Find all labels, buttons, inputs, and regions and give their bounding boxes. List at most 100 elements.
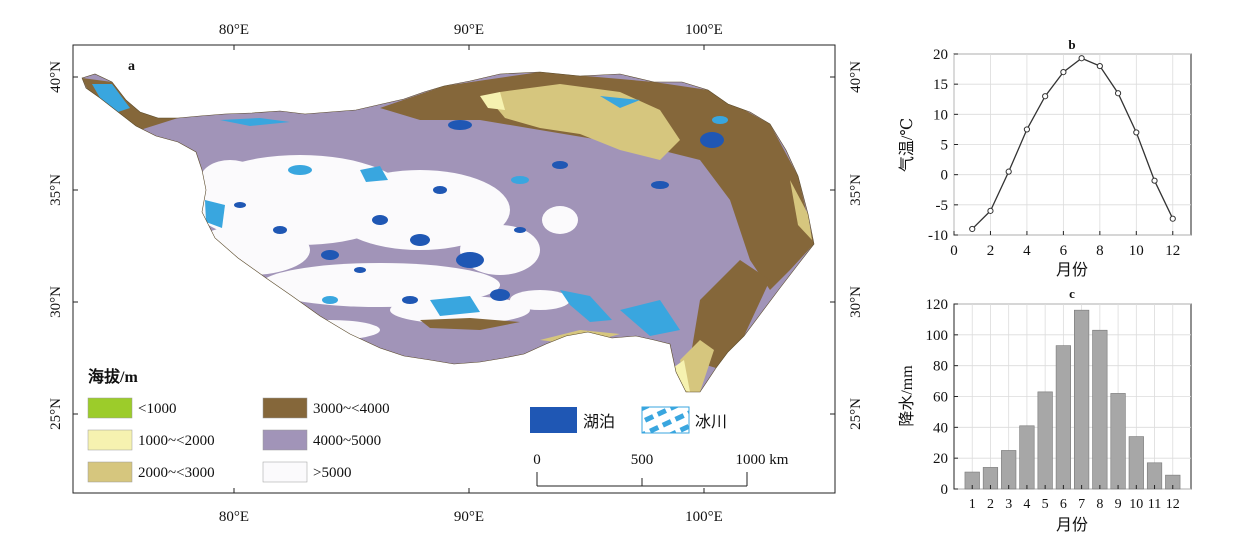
temperature-y-tick-label: 20 (933, 47, 948, 63)
precipitation-x-tick-label: 1 (969, 497, 976, 512)
precipitation-y-tick-label: 80 (933, 359, 948, 375)
temperature-series-line (971, 57, 1174, 230)
legend-swatch-2000-3000 (87, 461, 133, 483)
lon-label-bottom-80: 80°E (219, 509, 249, 525)
feature-legend: 湖泊 冰川 (530, 406, 727, 434)
precipitation-x-tick-label: 5 (1042, 497, 1049, 512)
precipitation-x-tick-label: 9 (1115, 497, 1122, 512)
precipitation-bar (1001, 450, 1017, 490)
lat-label-right-35: 35°N (848, 174, 864, 206)
precipitation-bar (1092, 329, 1108, 490)
precipitation-bar (1055, 345, 1071, 490)
temperature-x-tick-label: 4 (1023, 243, 1031, 259)
precipitation-x-tick-label: 10 (1129, 497, 1143, 512)
lon-label-top-100: 100°E (685, 22, 723, 38)
temperature-y-ticks: -10 -5 0 5 10 15 20 (928, 47, 958, 244)
lat-label-left-35: 35°N (48, 174, 64, 206)
precipitation-x-tick-label: 8 (1096, 497, 1103, 512)
lon-label-bottom-100: 100°E (685, 509, 723, 525)
legend-label-3000-4000: 3000~<4000 (313, 401, 390, 417)
precipitation-x-tick-label: 4 (1023, 497, 1030, 512)
legend-swatch-glacier (641, 406, 690, 434)
temperature-panel-label: b (1068, 37, 1075, 52)
temperature-x-tick-label: 10 (1129, 243, 1144, 259)
scale-bar-tick-1000: 1000 km (736, 452, 789, 468)
precipitation-panel-label: c (1069, 286, 1075, 301)
temperature-y-tick-label: 5 (941, 138, 949, 154)
precipitation-x-tick-label: 7 (1078, 497, 1085, 512)
temperature-x-tick-label: 2 (987, 243, 995, 259)
temperature-x-tick-label: 6 (1060, 243, 1068, 259)
lat-label-right-40: 40°N (848, 61, 864, 93)
precipitation-bar (1019, 425, 1035, 490)
precipitation-x-tick-label: 3 (1005, 497, 1012, 512)
precipitation-y-tick-label: 0 (941, 482, 949, 498)
temperature-point (969, 225, 976, 233)
lon-label-top-80: 80°E (219, 22, 249, 38)
precipitation-bar (1037, 391, 1053, 490)
temperature-y-tick-label: -5 (936, 198, 949, 214)
precipitation-x-tick-label: 12 (1166, 497, 1180, 512)
temperature-chart: -10 -5 0 5 10 15 20 0 2 4 6 8 10 12 b 月份 气温/℃ (898, 37, 1192, 279)
precipitation-y-tick-label: 40 (933, 420, 948, 436)
legend-swatch-4000-5000 (262, 429, 308, 451)
lat-label-right-25: 25°N (848, 398, 864, 430)
precipitation-bar (1074, 309, 1090, 490)
precipitation-y-axis-label: 降水/mm (898, 365, 916, 427)
precipitation-y-ticks: 0 20 40 60 80 100 120 (926, 297, 958, 498)
legend-swatch-gt5000 (262, 461, 308, 483)
precipitation-x-tick-label: 11 (1148, 497, 1161, 512)
temperature-y-axis-label: 气温/℃ (898, 118, 916, 172)
map-panel-label: a (128, 59, 135, 74)
temperature-x-tick-label: 12 (1165, 243, 1180, 259)
lat-label-left-40: 40°N (48, 61, 64, 93)
lake-areas (234, 120, 724, 304)
temperature-point (1060, 69, 1067, 76)
lat-label-right-30: 30°N (848, 286, 864, 318)
glacier-areas (92, 84, 728, 336)
temperature-x-ticks: 0 2 4 6 8 10 12 (950, 231, 1180, 259)
map-frame-ticks (73, 45, 835, 493)
legend-label-lt1000: <1000 (138, 401, 176, 417)
precipitation-y-tick-label: 60 (933, 390, 948, 406)
legend-swatch-lake (530, 407, 577, 433)
temperature-point (1023, 126, 1031, 133)
legend-label-gt5000: >5000 (313, 465, 351, 481)
lon-label-top-90: 90°E (454, 22, 484, 38)
temperature-point (1096, 62, 1103, 70)
scale-bar-tick-500: 500 (631, 452, 654, 468)
precipitation-x-axis-label: 月份 (1056, 516, 1088, 534)
legend-label-1000-2000: 1000~<2000 (138, 433, 215, 449)
plateau-outline (81, 71, 815, 393)
temperature-point (1078, 55, 1085, 62)
legend-swatch-1000-2000 (87, 429, 133, 451)
lat-label-left-25: 25°N (48, 398, 64, 430)
precipitation-y-tick-label: 120 (926, 297, 949, 313)
temperature-x-axis-label: 月份 (1056, 261, 1088, 279)
temperature-point (1133, 129, 1140, 136)
legend-label-lake: 湖泊 (583, 413, 615, 431)
temperature-point (1151, 177, 1158, 184)
temperature-x-tick-label: 0 (950, 243, 958, 259)
legend-swatch-lt1000 (87, 397, 133, 419)
precipitation-x-ticks: 1 2 3 4 5 6 7 8 9 10 11 12 (969, 485, 1180, 512)
temperature-y-tick-label: 0 (941, 168, 949, 184)
legend-label-glacier: 冰川 (695, 413, 727, 431)
lon-label-bottom-90: 90°E (454, 509, 484, 525)
precipitation-bar (1110, 393, 1126, 490)
elevation-legend: 海拔/m <1000 1000~<2000 2000~<3000 3000~<4… (87, 367, 390, 483)
elevation-legend-title: 海拔/m (88, 367, 138, 386)
temperature-y-tick-label: -10 (928, 228, 948, 244)
temperature-point (1042, 93, 1049, 100)
temperature-point (987, 207, 994, 214)
precipitation-y-tick-label: 100 (926, 328, 949, 344)
precipitation-y-tick-label: 20 (933, 451, 948, 467)
temperature-y-tick-label: 15 (933, 77, 948, 93)
legend-label-4000-5000: 4000~5000 (313, 433, 381, 449)
temperature-points (969, 55, 1176, 233)
temperature-point (1169, 215, 1176, 222)
lat-label-left-30: 30°N (48, 286, 64, 318)
legend-label-2000-3000: 2000~<3000 (138, 465, 215, 481)
